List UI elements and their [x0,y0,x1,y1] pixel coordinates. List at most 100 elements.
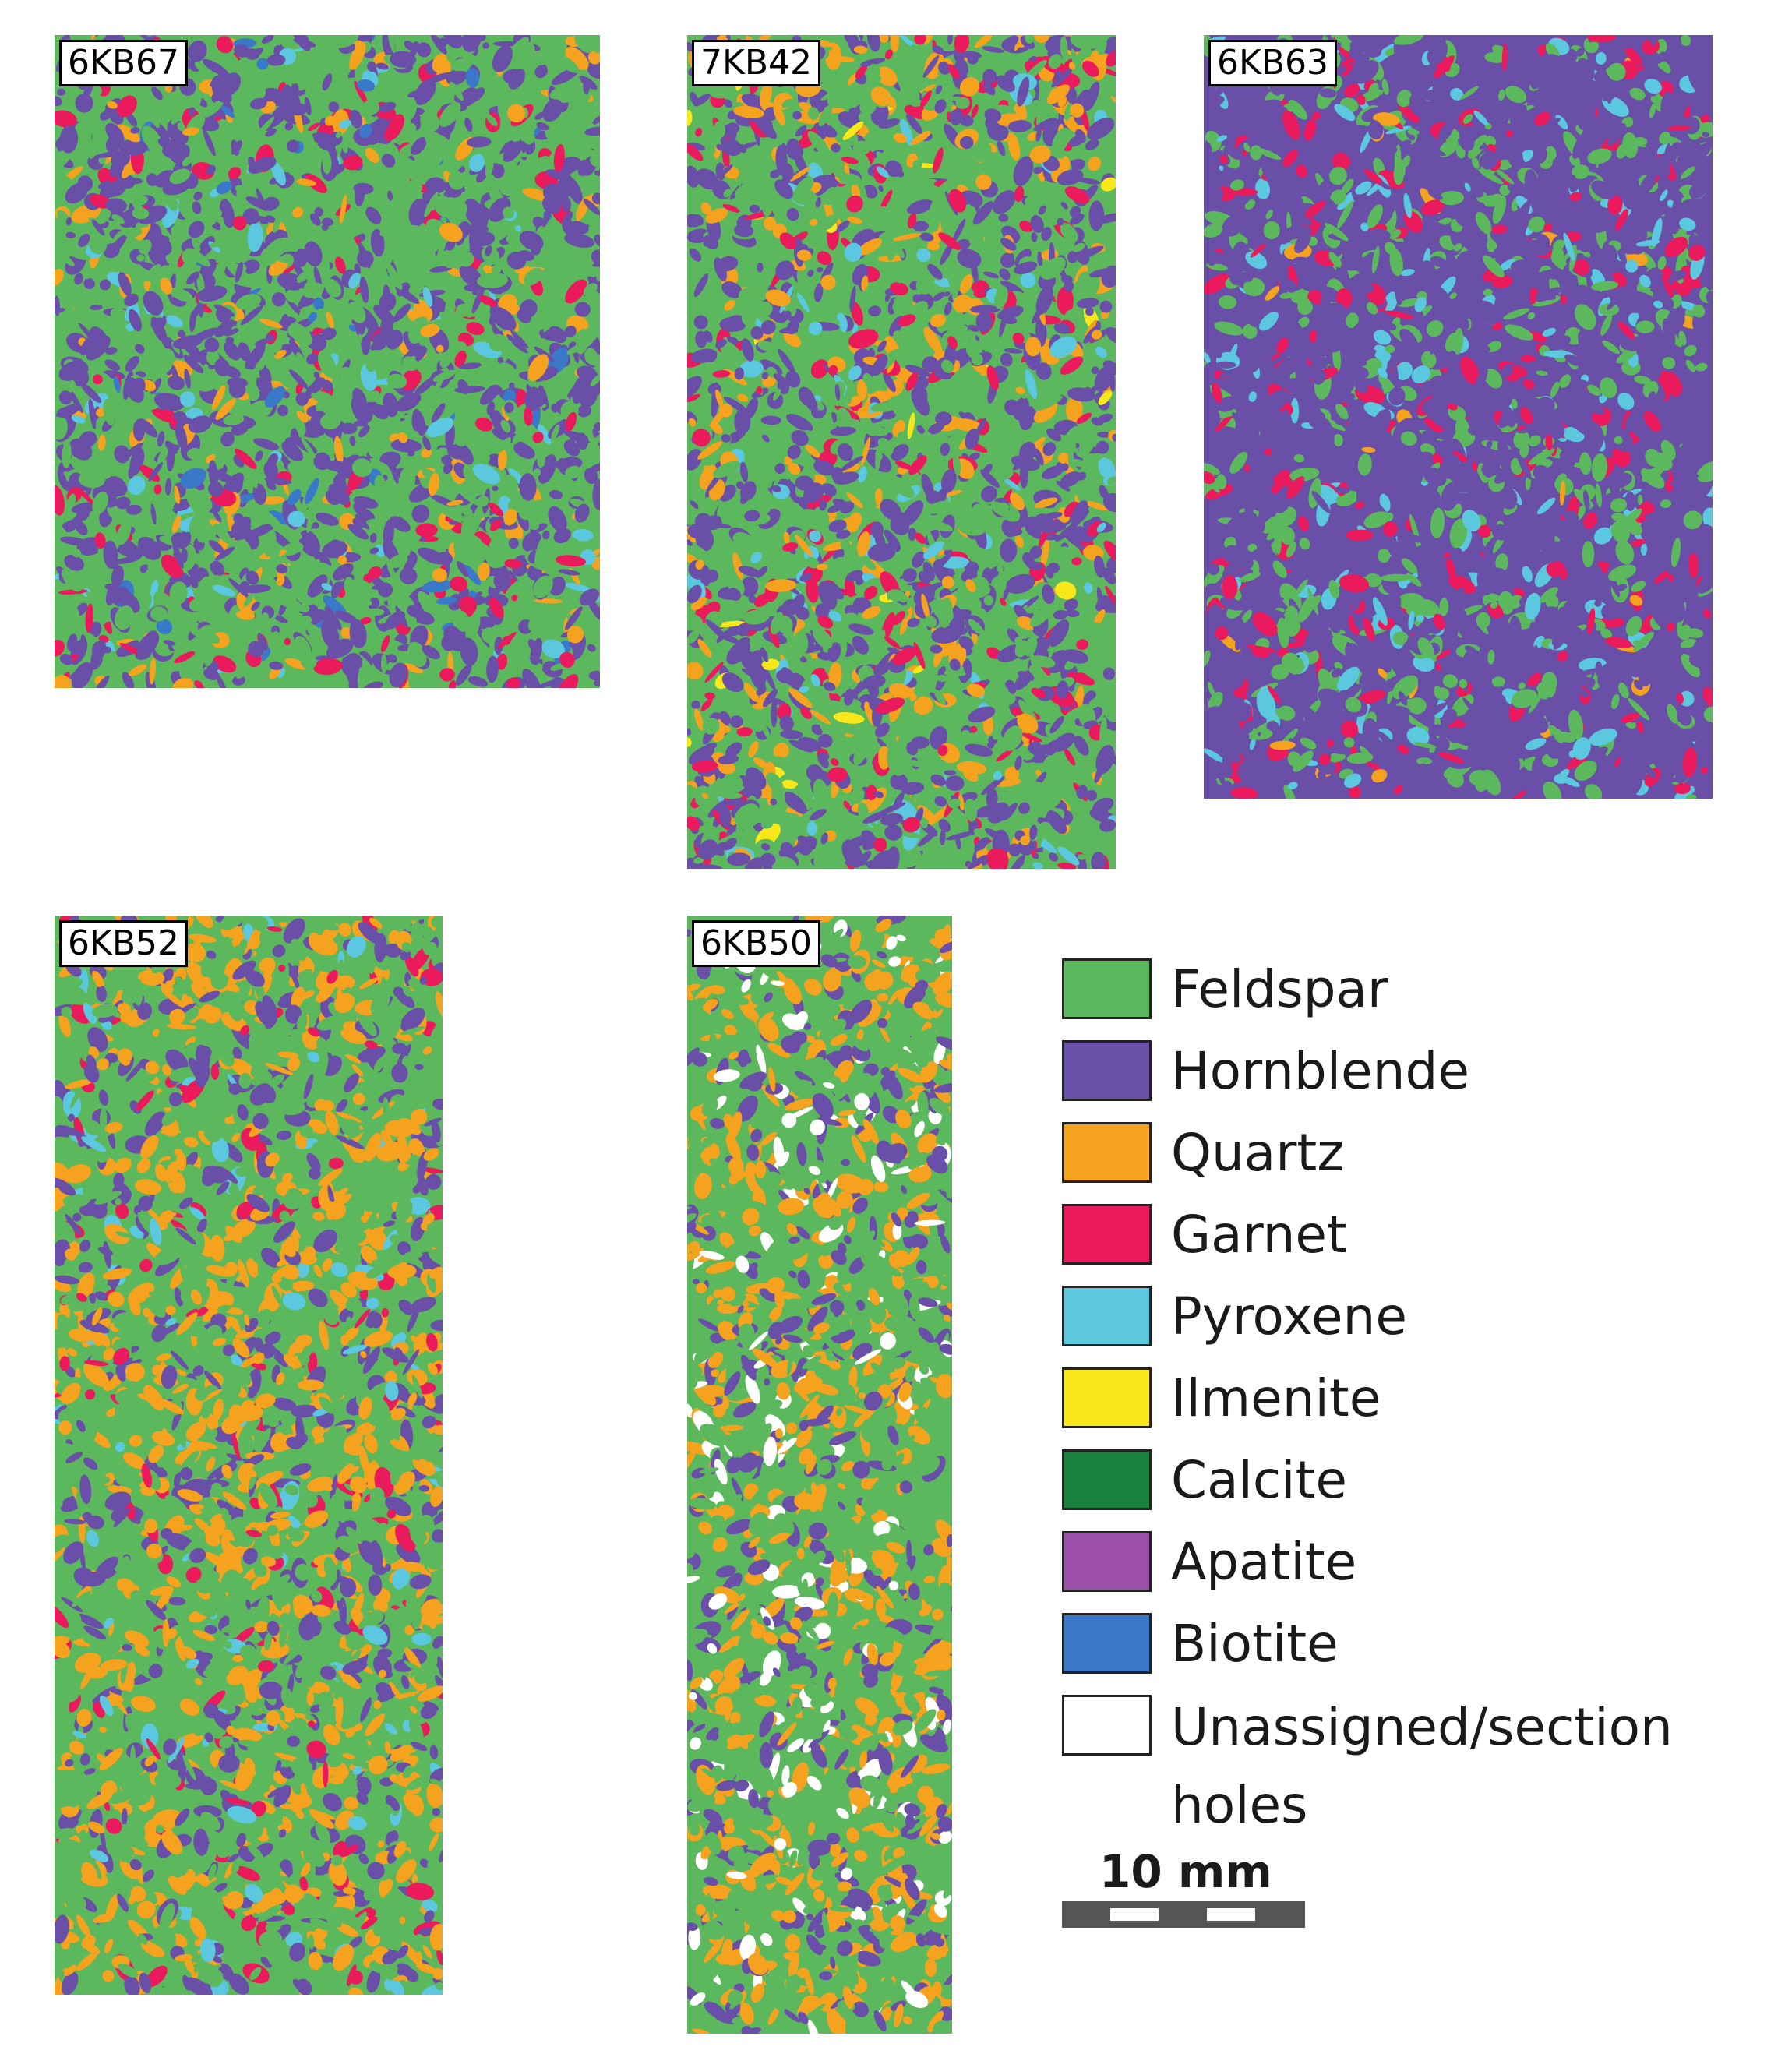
mineral-grain [235,185,245,192]
mineral-grain [845,570,863,582]
mineral-grain [179,667,197,682]
mineral-grain [55,675,72,688]
mineral-grain [441,217,447,224]
mineral-grain [765,772,783,792]
mineral-grain [852,140,871,155]
mineral-grain [779,326,803,334]
mineral-grain [563,439,580,457]
mineral-grain [365,206,382,224]
mineral-grain [1388,153,1397,162]
mineral-grain [760,319,776,335]
mineral-grain [374,475,386,492]
mineral-grain [1669,404,1681,414]
mineral-grain [143,379,156,392]
mineral-grain [1002,725,1023,751]
mineral-grain [164,440,178,454]
mineral-grain [92,460,103,475]
mineral-grain [429,266,452,273]
mineral-grain [524,407,533,426]
mineral-grain [919,232,934,242]
mineral-grain [956,761,987,775]
mineral-grain [761,434,770,443]
mineral-grain [763,689,778,708]
mineral-grain [390,51,417,68]
mineral-grain [443,259,453,269]
mineral-grain [719,711,731,725]
mineral-grain [901,782,925,795]
mineral-grain [828,519,847,533]
mineral-grain [143,291,164,316]
mineral-grain [924,616,937,628]
mineral-grain [308,122,320,132]
mineral-grain [66,493,76,510]
mineral-grain [109,296,118,309]
mineral-grain [450,81,464,101]
mineral-grain [304,241,323,267]
mineral-grain [983,595,994,606]
mineral-grain [891,828,901,840]
mineral-grain [760,820,773,829]
mineral-grain [236,319,253,332]
mineral-grain [760,647,769,662]
mineral-grain [1103,37,1116,55]
mineral-grain [868,348,875,359]
mineral-grain [492,264,502,274]
mineral-grain [231,140,242,155]
mineral-grain [1051,755,1070,773]
mineral-grain [143,130,154,143]
mineral-grain [727,122,740,134]
mineral-grain [914,181,926,196]
mineral-grain [286,599,302,615]
mineral-grain [687,816,700,831]
mineral-grain [319,35,330,42]
mineral-grain [798,736,822,752]
mineral-grain [471,540,496,563]
mineral-grain [871,355,888,376]
mineral-grain [1049,852,1059,862]
mineral-grain [296,411,308,423]
mineral-grain [912,551,926,568]
mineral-grain [93,374,103,385]
mineral-grain [687,662,704,680]
mineral-grain [143,570,152,598]
mineral-grain [129,664,147,676]
mineral-grain [1559,335,1571,345]
mineral-grain [103,320,132,331]
mineral-grain [238,342,251,362]
mineral-grain [844,688,855,706]
mineral-grain [463,564,482,585]
mineral-grain [174,485,181,505]
mineral-grain [101,450,110,465]
mineral-grain [386,373,407,389]
mineral-grain [848,623,874,635]
mineral-grain [891,444,909,461]
mineral-grain [695,128,703,137]
mineral-grain [999,164,1008,173]
mineral-grain [161,236,170,245]
mineral-grain [1012,452,1036,471]
mineral-grain [472,231,496,246]
mineral-grain [448,170,466,190]
mineral-grain [1000,538,1018,563]
mineral-grain [398,259,411,270]
mineral-grain [725,796,743,806]
mineral-grain [548,506,567,532]
mineral-grain [1087,521,1103,537]
mineral-grain [687,737,692,747]
mineral-grain [1033,166,1043,175]
mineral-grain [477,496,489,507]
mineral-grain [1345,438,1360,453]
mineral-grain [691,700,700,710]
mineral-grain [877,340,887,353]
mineral-grain [820,191,847,205]
mineral-grain [241,130,263,154]
mineral-grain [284,658,309,670]
mineral-grain [966,384,981,403]
mineral-grain [734,367,745,380]
mineral-grain [767,392,784,409]
mineral-grain [136,254,145,262]
mineral-grain [125,355,139,372]
mineral-grain [963,660,972,679]
mineral-grain [83,277,95,290]
mineral-grain [115,605,134,630]
